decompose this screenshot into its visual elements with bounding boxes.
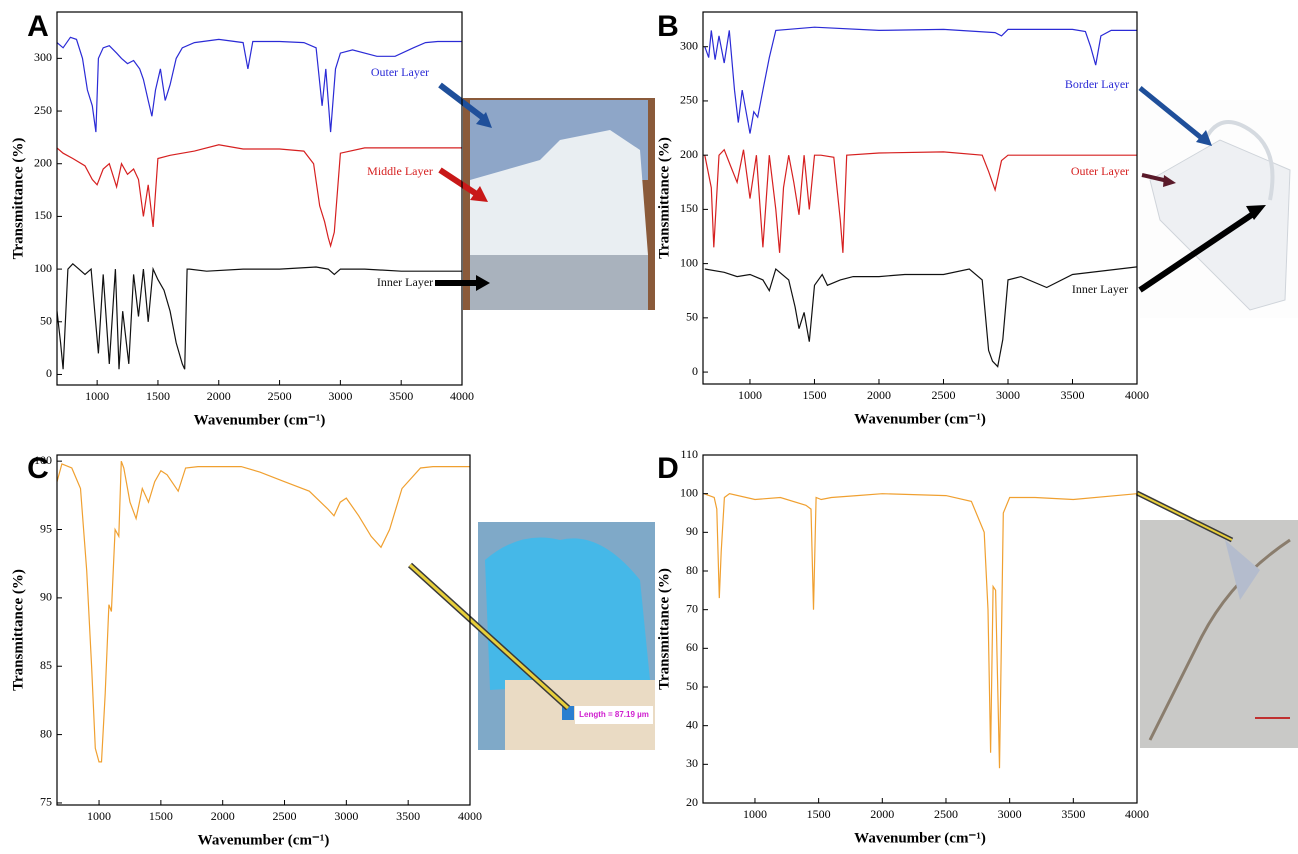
x-tick-label: 3000: [996, 388, 1020, 402]
inset-a: [463, 98, 655, 310]
x-tick-label: 4000: [458, 809, 482, 823]
inset-b: [1140, 100, 1298, 318]
y-tick-label: 50: [686, 679, 698, 693]
spectrum-line: [704, 266, 1137, 368]
panel-label: D: [657, 452, 679, 485]
plot-area: [704, 26, 1137, 368]
x-tick-label: 4000: [1125, 807, 1149, 821]
x-axis-title: Wavenumber (cm⁻¹): [198, 832, 330, 848]
x-axis-title: Wavenumber (cm⁻¹): [854, 830, 986, 846]
x-tick-label: 1000: [743, 807, 767, 821]
y-tick-label: 95: [40, 521, 52, 535]
plot-area: [57, 36, 462, 370]
x-axis-title: Wavenumber (cm⁻¹): [854, 411, 986, 427]
y-tick-label: 110: [680, 447, 698, 461]
x-tick-label: 1000: [87, 809, 111, 823]
x-tick-label: 2500: [931, 388, 955, 402]
y-tick-label: 75: [40, 795, 52, 809]
y-tick-label: 80: [686, 563, 698, 577]
y-axis-title: Transmittance (%): [10, 569, 26, 691]
y-tick-label: 200: [680, 147, 698, 161]
spectrum-line: [57, 460, 470, 763]
y-tick-label: 300: [34, 50, 52, 64]
y-axis-title: Transmittance (%): [656, 137, 672, 259]
panel-label: A: [27, 10, 49, 43]
y-axis-title: Transmittance (%): [10, 138, 26, 260]
y-tick-label: 250: [34, 103, 52, 117]
x-tick-label: 1500: [149, 809, 173, 823]
series-label: Outer Layer: [371, 65, 429, 79]
x-tick-label: 1000: [85, 389, 109, 403]
y-tick-label: 100: [34, 261, 52, 275]
y-tick-label: 85: [40, 658, 52, 672]
axes-frame: [56, 11, 463, 386]
spectrum-line: [57, 262, 462, 370]
plot-area: [703, 493, 1137, 769]
x-tick-label: 2000: [870, 807, 894, 821]
y-tick-label: 150: [34, 208, 52, 222]
series-label: Outer Layer: [1071, 164, 1129, 178]
x-tick-label: 1500: [802, 388, 826, 402]
annotation: Length = 87.19 µm: [579, 710, 649, 719]
series-label: Middle Layer: [367, 164, 433, 178]
plot-area: [57, 460, 470, 763]
y-axis-title: Transmittance (%): [656, 568, 672, 690]
x-tick-label: 3000: [328, 389, 352, 403]
panel-label: C: [27, 452, 49, 485]
arrows: [435, 82, 1266, 293]
spectrum-line: [57, 36, 462, 133]
x-tick-label: 4000: [1125, 388, 1149, 402]
y-tick-label: 60: [686, 640, 698, 654]
axes-frame: [56, 454, 471, 806]
x-tick-label: 2500: [268, 389, 292, 403]
axes-frame: [702, 11, 1138, 385]
y-tick-label: 250: [680, 93, 698, 107]
series-label: Inner Layer: [1072, 282, 1128, 296]
y-tick-label: 100: [680, 255, 698, 269]
spectrum-line: [704, 26, 1137, 134]
inset-c: [407, 522, 655, 750]
y-tick-label: 150: [680, 201, 698, 215]
series-label: Inner Layer: [377, 275, 433, 289]
y-tick-label: 300: [680, 38, 698, 52]
axes-frame: [702, 454, 1138, 804]
x-tick-label: 3500: [1061, 807, 1085, 821]
y-tick-label: 40: [686, 717, 698, 731]
y-tick-label: 70: [686, 601, 698, 615]
x-tick-label: 2500: [934, 807, 958, 821]
y-tick-label: 100: [680, 485, 698, 499]
x-tick-label: 3000: [998, 807, 1022, 821]
y-tick-label: 50: [686, 310, 698, 324]
y-tick-label: 90: [40, 590, 52, 604]
x-tick-label: 3500: [396, 809, 420, 823]
y-tick-label: 50: [40, 314, 52, 328]
y-tick-label: 0: [692, 364, 698, 378]
x-tick-label: 2500: [273, 809, 297, 823]
y-tick-label: 20: [686, 795, 698, 809]
spectrum-line: [703, 493, 1137, 769]
panel-label: B: [657, 10, 679, 43]
spectrum-line: [704, 148, 1137, 253]
x-tick-label: 1000: [738, 388, 762, 402]
y-tick-label: 90: [686, 524, 698, 538]
x-tick-label: 1500: [146, 389, 170, 403]
y-tick-label: 30: [686, 756, 698, 770]
x-tick-label: 3000: [334, 809, 358, 823]
x-tick-label: 1500: [807, 807, 831, 821]
spectrum-line: [57, 144, 462, 249]
series-label: Border Layer: [1065, 77, 1129, 91]
y-tick-label: 80: [40, 726, 52, 740]
x-tick-label: 3500: [1060, 388, 1084, 402]
y-tick-label: 100: [34, 453, 52, 467]
x-axis-title: Wavenumber (cm⁻¹): [194, 412, 326, 428]
y-tick-label: 0: [46, 366, 52, 380]
x-tick-label: 3500: [389, 389, 413, 403]
inset-d: [1135, 490, 1298, 748]
x-tick-label: 4000: [450, 389, 474, 403]
x-tick-label: 2000: [867, 388, 891, 402]
x-tick-label: 2000: [207, 389, 231, 403]
x-tick-label: 2000: [211, 809, 235, 823]
y-tick-label: 200: [34, 155, 52, 169]
